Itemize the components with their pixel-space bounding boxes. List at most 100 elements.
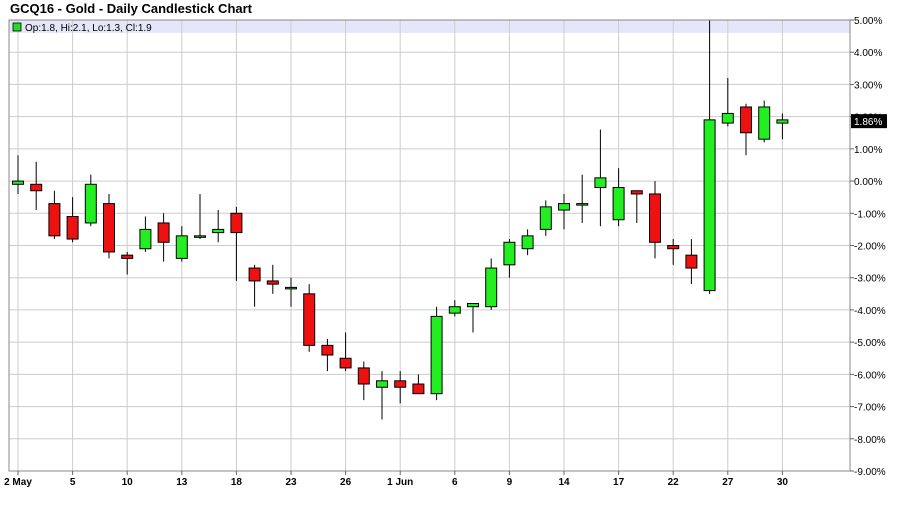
y-tick-label: 4.00% — [854, 48, 882, 59]
x-tick-label: 6 — [452, 477, 458, 488]
y-tick-label: 5.00% — [854, 16, 882, 27]
candle-body-down — [266, 280, 279, 285]
candle — [157, 213, 170, 262]
candle — [594, 129, 607, 227]
y-tick-label: -1.00% — [854, 209, 886, 220]
candle — [12, 155, 24, 194]
candle — [448, 300, 461, 317]
candle — [266, 264, 279, 294]
last-value-box — [851, 114, 887, 129]
candle — [503, 239, 516, 278]
legend-text: Op:1.8, Hi:2.1, Lo:1.3, Cl:1.9 — [25, 23, 152, 34]
candle — [394, 371, 407, 404]
y-tick-label: -8.00% — [854, 435, 886, 446]
x-tick-label: 14 — [558, 477, 570, 488]
last-value-marker: 1.86% — [851, 114, 887, 129]
x-axis-ticks: 2 May 5 10 13 18 23 26 1 Jun 6 9 14 17 22 27 30 — [4, 471, 788, 488]
candle-body-down — [740, 106, 752, 134]
candle — [230, 206, 243, 281]
x-tick-label: 18 — [231, 477, 243, 488]
last-value-label: 1.86% — [854, 117, 882, 128]
candle — [30, 161, 43, 211]
candle-body-up — [175, 235, 188, 259]
candle — [576, 174, 589, 223]
y-tick-label: 0.00% — [854, 177, 882, 188]
candle-body-up — [521, 235, 534, 250]
candle-body-down — [48, 203, 61, 237]
candle-body-up — [503, 241, 516, 266]
candle — [339, 332, 352, 372]
candle-body-down — [103, 203, 115, 253]
candle-body-down — [339, 357, 352, 369]
y-tick-label: -6.00% — [854, 370, 886, 381]
y-tick-label: -2.00% — [854, 242, 886, 253]
candle-body-up — [539, 206, 552, 230]
candle — [721, 77, 734, 127]
candle — [412, 374, 425, 395]
x-tick-label: 1 Jun — [387, 477, 413, 488]
candle — [48, 190, 61, 240]
candle-body-down — [230, 212, 243, 234]
candle-body-down — [121, 254, 134, 259]
candle — [376, 371, 388, 420]
candle-body-up — [776, 119, 789, 124]
x-tick-label: 2 May — [4, 477, 32, 488]
candle — [703, 20, 716, 294]
x-tick-label: 5 — [70, 477, 76, 488]
x-tick-label: 17 — [613, 477, 625, 488]
candle-body-up — [285, 286, 297, 290]
candle — [303, 284, 316, 352]
y-tick-label: -9.00% — [854, 467, 886, 478]
candle-body-up — [194, 235, 206, 238]
candle-body-down — [248, 267, 261, 282]
highlight-band — [9, 20, 850, 33]
candle-body-down — [321, 344, 334, 356]
candle — [649, 181, 661, 259]
candle — [740, 103, 752, 156]
x-tick-label: 9 — [507, 477, 513, 488]
candle-body-up — [703, 119, 716, 292]
candle — [758, 100, 771, 143]
candle-body-up — [612, 187, 625, 221]
candle-body-up — [376, 380, 388, 388]
candle — [467, 302, 479, 333]
candle-body-down — [157, 222, 170, 243]
candle-body-down — [30, 183, 43, 192]
chart-title: GCQ16 - Gold - Daily Candlestick Chart — [10, 1, 253, 16]
candle-body-down — [66, 216, 79, 240]
candle — [630, 190, 643, 223]
candle — [285, 277, 297, 307]
y-tick-label: -3.00% — [854, 274, 886, 285]
candle — [485, 258, 498, 310]
x-tick-label: 23 — [285, 477, 297, 488]
candle — [321, 338, 334, 372]
candle-body-up — [758, 106, 771, 140]
candle-body-down — [667, 245, 680, 250]
candle-body-down — [649, 193, 661, 243]
candle — [521, 229, 534, 256]
candle — [248, 264, 261, 307]
candle-body-up — [594, 177, 607, 189]
legend-swatch — [12, 22, 22, 32]
candle — [539, 200, 552, 236]
candle-body-up — [430, 315, 443, 395]
y-tick-label: -4.00% — [854, 306, 886, 317]
candle-body-up — [12, 180, 24, 185]
candle-body-down — [394, 380, 407, 388]
x-tick-label: 30 — [777, 477, 789, 488]
candle — [175, 226, 188, 262]
candle-body-up — [448, 306, 461, 314]
candle — [103, 193, 115, 259]
candle-body-up — [467, 302, 479, 308]
candle-body-up — [212, 228, 225, 234]
y-tick-label: -5.00% — [854, 338, 886, 349]
x-tick-label: 22 — [668, 477, 680, 488]
candle — [66, 197, 79, 243]
candle-body-up — [558, 203, 570, 211]
candle — [685, 239, 698, 285]
x-tick-label: 26 — [340, 477, 352, 488]
y-tick-label: -7.00% — [854, 403, 886, 414]
y-tick-label: 3.00% — [854, 80, 882, 91]
y-tick-label: 1.00% — [854, 145, 882, 156]
